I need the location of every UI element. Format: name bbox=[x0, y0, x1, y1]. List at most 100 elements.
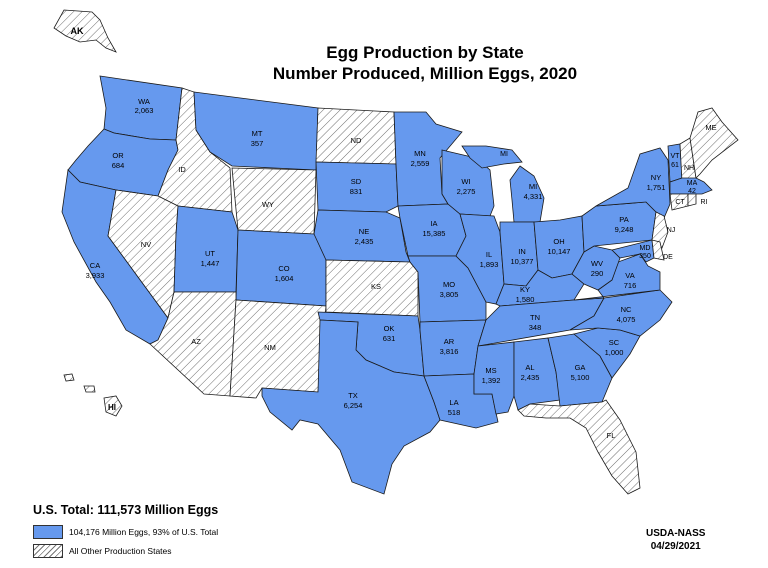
state-KS bbox=[325, 259, 419, 317]
value-MS: 1,392 bbox=[482, 376, 501, 385]
state-IL bbox=[455, 213, 505, 305]
legend-swatch-other bbox=[33, 544, 63, 558]
label-WA: WA bbox=[138, 97, 150, 106]
label-AL: AL bbox=[525, 363, 534, 372]
label-LA: LA bbox=[449, 398, 458, 407]
label-MS: MS bbox=[485, 366, 496, 375]
value-OK: 631 bbox=[383, 334, 396, 343]
label-CT: CT bbox=[675, 199, 685, 206]
state-RI bbox=[687, 193, 697, 207]
state-HI-3 bbox=[63, 373, 75, 382]
state-NJ bbox=[651, 211, 669, 249]
state-HI-2 bbox=[83, 385, 96, 393]
label-WV: WV bbox=[591, 259, 603, 268]
label-MT: MT bbox=[252, 129, 263, 138]
value-MD: 350 bbox=[639, 253, 651, 260]
value-MA: 42 bbox=[688, 188, 696, 195]
label-SD: SD bbox=[351, 177, 362, 186]
state-ME bbox=[689, 107, 739, 179]
state-AK bbox=[53, 9, 117, 53]
value-TX: 6,254 bbox=[344, 401, 363, 410]
value-VT: 61 bbox=[671, 162, 679, 169]
value-NY: 1,751 bbox=[647, 183, 666, 192]
label-ND: ND bbox=[351, 136, 362, 145]
label-ID: ID bbox=[178, 165, 186, 174]
legend-label-other: All Other Production States bbox=[69, 546, 172, 556]
value-SD: 831 bbox=[350, 187, 363, 196]
source-agency: USDA-NASS bbox=[646, 528, 706, 539]
label-MI: MI bbox=[529, 182, 537, 191]
label-NM: NM bbox=[264, 343, 276, 352]
value-LA: 518 bbox=[448, 408, 461, 417]
map-title-line1: Egg Production by State bbox=[326, 43, 524, 62]
label-RI: RI bbox=[701, 199, 708, 206]
state-MI-UP bbox=[461, 145, 523, 169]
label-AR: AR bbox=[444, 337, 455, 346]
label-AK: AK bbox=[71, 26, 84, 36]
label-KY: KY bbox=[520, 285, 530, 294]
label-TX: TX bbox=[348, 391, 358, 400]
state-SD bbox=[315, 161, 399, 213]
label-OK: OK bbox=[384, 324, 395, 333]
label-VT: VT bbox=[671, 153, 681, 160]
legend-item-other: All Other Production States bbox=[33, 544, 172, 558]
value-MI: 4,331 bbox=[524, 192, 543, 201]
label-DE: DE bbox=[663, 254, 673, 261]
label-NJ: NJ bbox=[667, 227, 676, 234]
value-CA: 3,933 bbox=[86, 271, 105, 280]
legend-swatch-producing bbox=[33, 525, 63, 539]
label-AZ: AZ bbox=[191, 337, 201, 346]
value-IL: 1,893 bbox=[480, 260, 499, 269]
map-title: Egg Production by State Number Produced,… bbox=[235, 42, 615, 84]
label-CO: CO bbox=[278, 264, 289, 273]
label-SC: SC bbox=[609, 338, 620, 347]
value-VA: 716 bbox=[624, 281, 637, 290]
label-NV: NV bbox=[141, 240, 151, 249]
label-IA: IA bbox=[430, 219, 437, 228]
value-AL: 2,435 bbox=[521, 373, 540, 382]
value-KY: 1,580 bbox=[516, 295, 535, 304]
legend-item-producing: 104,176 Million Eggs, 93% of U.S. Total bbox=[33, 525, 218, 539]
label-HI: HI bbox=[108, 403, 116, 412]
source-date: 04/29/2021 bbox=[650, 541, 701, 552]
state-AZ bbox=[149, 291, 237, 397]
state-NE bbox=[313, 209, 411, 263]
value-SC: 1,000 bbox=[605, 348, 624, 357]
legend-label-producing: 104,176 Million Eggs, 93% of U.S. Total bbox=[69, 527, 219, 537]
label-OR: OR bbox=[112, 151, 124, 160]
state-VA bbox=[573, 253, 661, 301]
label-PA: PA bbox=[619, 215, 628, 224]
state-NM bbox=[229, 299, 327, 399]
state-TX bbox=[261, 319, 441, 495]
label-OH: OH bbox=[553, 237, 564, 246]
label-ME: ME bbox=[705, 123, 716, 132]
label-GA: GA bbox=[575, 363, 586, 372]
value-NC: 4,075 bbox=[617, 315, 636, 324]
label-MO: MO bbox=[443, 280, 455, 289]
label-TN: TN bbox=[530, 313, 540, 322]
value-PA: 9,248 bbox=[615, 225, 634, 234]
label-CA: CA bbox=[90, 261, 100, 270]
label-WI: WI bbox=[461, 177, 470, 186]
value-OR: 684 bbox=[112, 161, 125, 170]
label-NE: NE bbox=[359, 227, 369, 236]
state-NY bbox=[595, 147, 671, 219]
value-TN: 348 bbox=[529, 323, 542, 332]
source-block: USDA-NASS 04/29/2021 bbox=[646, 527, 705, 553]
label-IN: IN bbox=[518, 247, 526, 256]
label-KS: KS bbox=[371, 282, 381, 291]
state-DE bbox=[651, 239, 665, 261]
value-AR: 3,816 bbox=[440, 347, 459, 356]
label-MN: MN bbox=[414, 149, 426, 158]
label-WY: WY bbox=[262, 200, 274, 209]
state-HI-1 bbox=[103, 395, 123, 417]
state-FL bbox=[517, 399, 641, 495]
value-OH: 10,147 bbox=[548, 247, 571, 256]
value-GA: 5,100 bbox=[571, 373, 590, 382]
state-MN bbox=[393, 111, 463, 207]
value-IN: 10,377 bbox=[511, 257, 534, 266]
label-FL: FL bbox=[607, 431, 616, 440]
label-NY: NY bbox=[651, 173, 661, 182]
label-NH: NH bbox=[684, 165, 694, 172]
